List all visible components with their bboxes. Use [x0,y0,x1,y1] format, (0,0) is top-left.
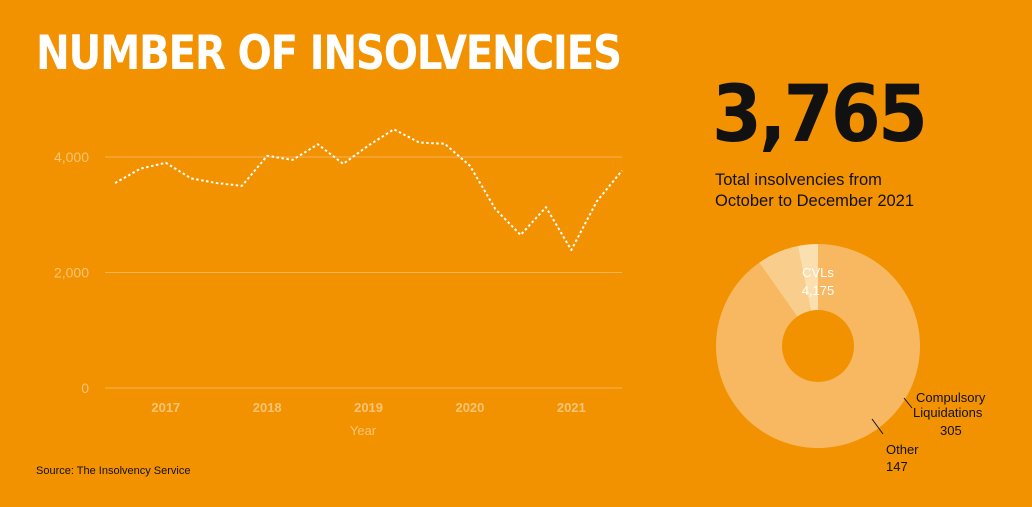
label-cvls: CVLs 4,175 [802,265,835,298]
label-compulsory-line1: Compulsory [916,390,986,405]
series-layer [114,128,623,251]
headline-caption-line2: October to December 2021 [715,192,915,210]
x-tick-label: 2017 [151,400,180,415]
x-tick-label: 2019 [354,400,383,415]
series-line-total-insolvencies [114,128,623,251]
label-other-leader [871,418,884,435]
gridlines [105,156,622,389]
x-axis-ticks: 2017 2018 2019 2020 2021 [151,400,585,415]
label-compulsory-line2: Liquidations [913,405,983,420]
headline-caption: Total insolvencies from October to Decem… [715,170,975,212]
y-tick-label: 4,000 [54,149,89,165]
source-note: Source: The Insolvency Service [36,465,191,477]
donut-chart: CVLs 4,175 Compulsory Liquidations 305 O… [716,244,986,474]
y-tick-label: 0 [81,380,89,396]
label-compulsory: Compulsory Liquidations 305 [903,390,986,438]
data-point [443,143,445,145]
y-tick-label: 2,000 [54,265,89,281]
line-chart: 0 2,000 4,000 2017 2018 2019 2020 2021 Year [54,128,623,438]
label-other-name: Other [886,442,919,457]
label-compulsory-leader [903,397,913,409]
chart-title: NUMBER OF INSOLVENCIES [36,26,622,81]
x-tick-label: 2021 [557,400,586,415]
x-tick-label: 2018 [253,400,282,415]
y-axis-ticks: 0 2,000 4,000 [54,149,89,396]
data-point [621,169,623,171]
label-other-value: 147 [886,459,908,474]
x-axis-title: Year [350,423,377,438]
x-tick-label: 2020 [455,400,484,415]
donut-hole [782,310,854,382]
label-cvls-name: CVLs [802,265,834,280]
headline-total-value: 3,765 [712,70,928,160]
label-other: Other 147 [871,418,919,474]
label-cvls-value: 4,175 [802,283,835,298]
label-compulsory-value: 305 [940,423,962,438]
headline-caption-line1: Total insolvencies from [715,171,882,189]
